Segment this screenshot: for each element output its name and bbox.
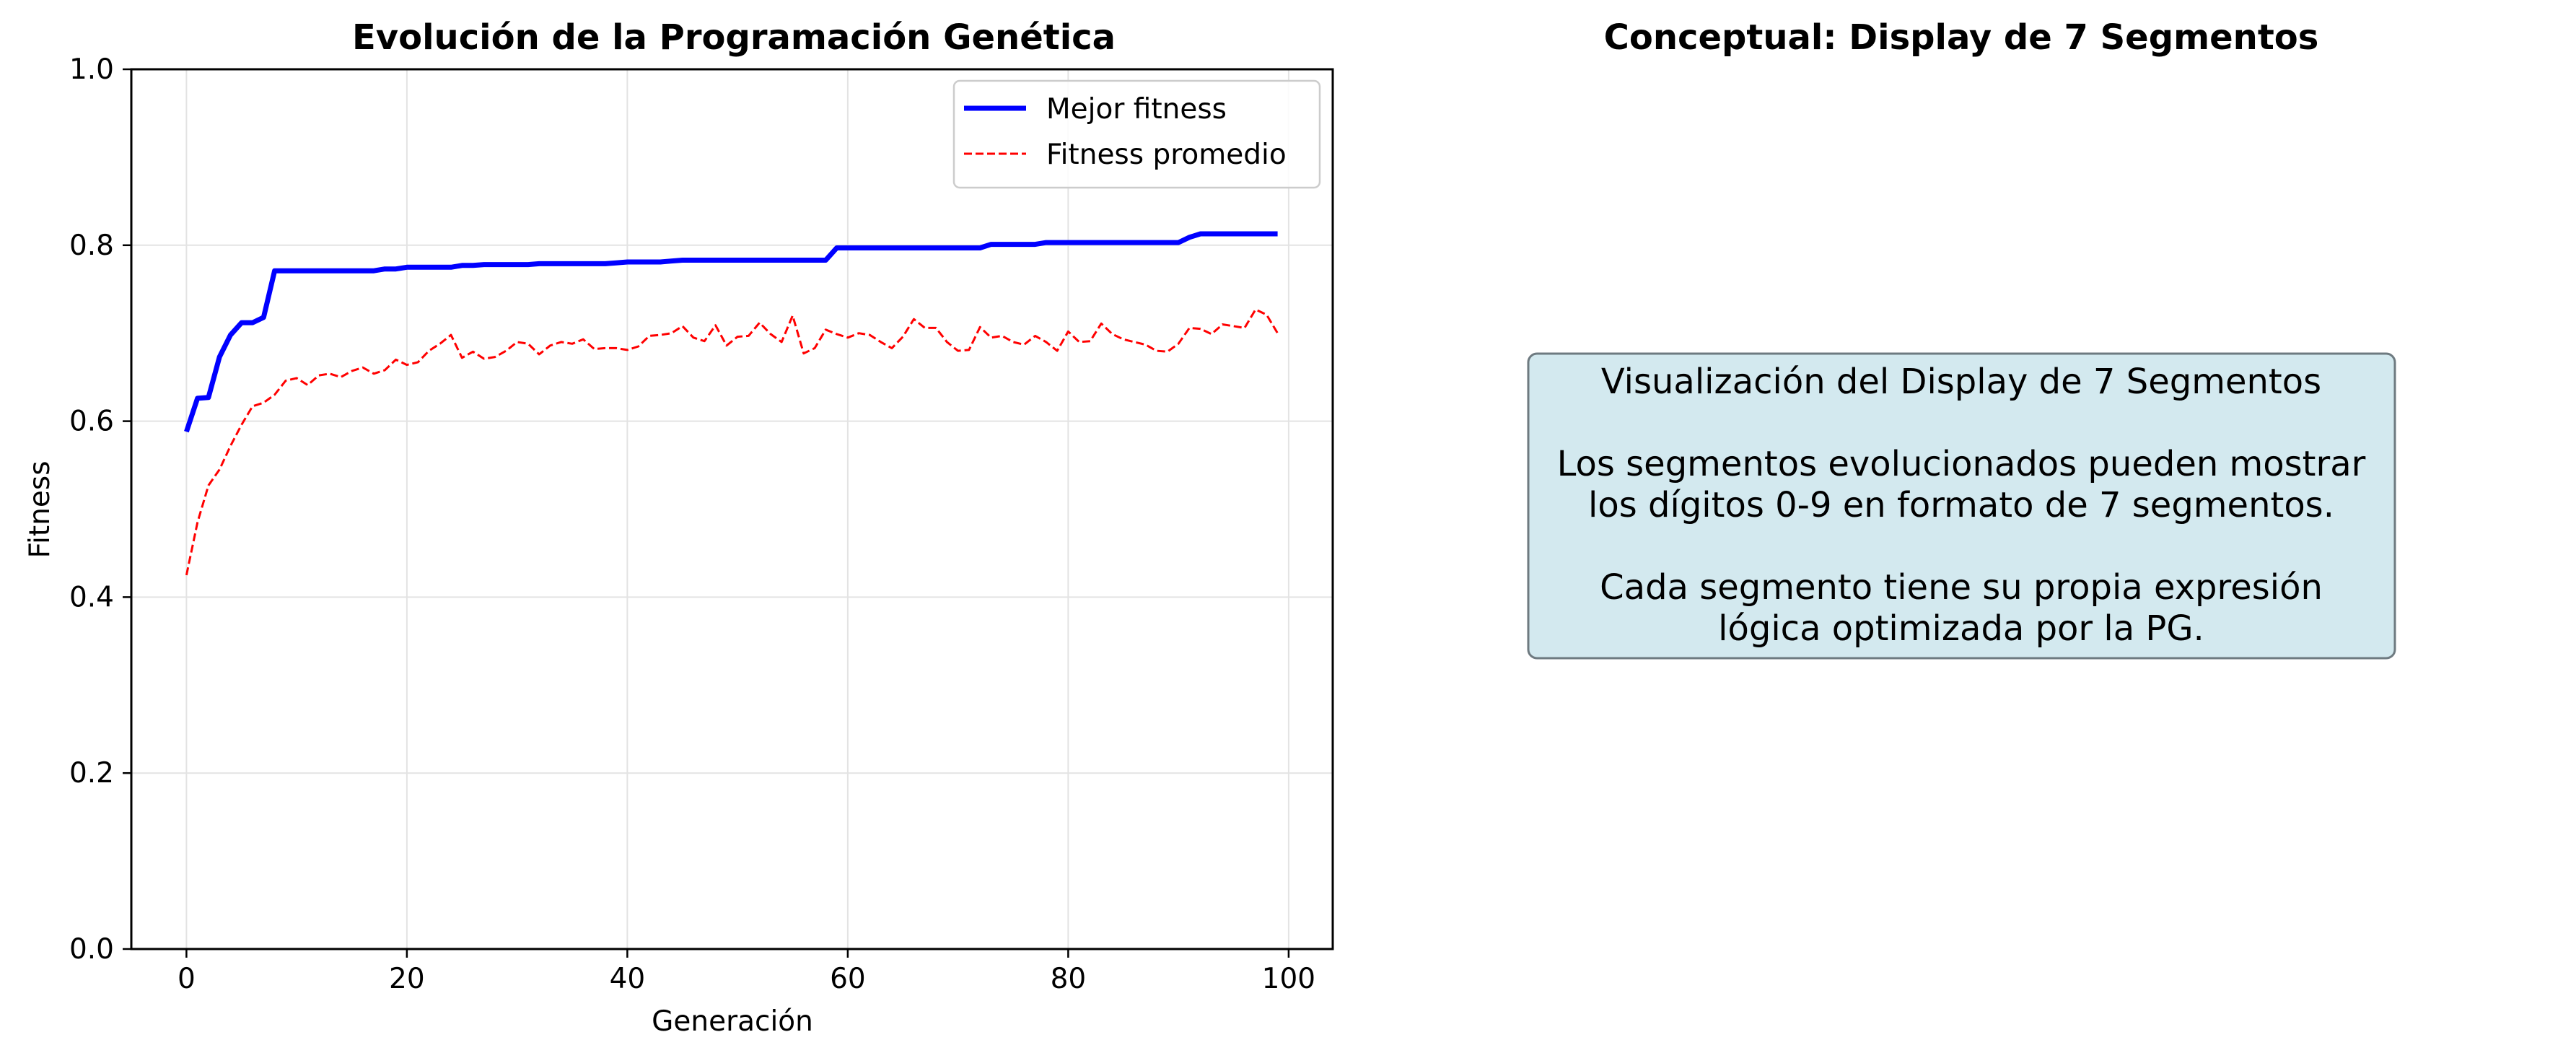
x-tick-label: 60 [830, 963, 866, 995]
seven-segment-panel: Conceptual: Display de 7 Segmentos Visua… [1527, 17, 2396, 660]
fitness-chart: Evolución de la Programación Genética 0 2… [24, 17, 1334, 1038]
y-tick-label: 0.4 [69, 581, 114, 613]
legend-label-mejor: Mejor fitness [1046, 93, 1227, 126]
axis-ticks: 0 20 40 60 80 100 0.0 0.2 0.4 0.6 0.8 1.0 [69, 53, 1315, 995]
y-tick-label: 0.6 [69, 406, 114, 438]
x-tick-label: 100 [1262, 963, 1315, 995]
grid [131, 69, 1333, 950]
x-tick-label: 40 [610, 963, 646, 995]
y-tick-label: 0.0 [69, 933, 114, 966]
x-tick-label: 80 [1051, 963, 1087, 995]
y-tick-label: 0.2 [69, 757, 114, 790]
legend-box [952, 79, 1321, 189]
x-tick-label: 20 [389, 963, 425, 995]
info-line-3: Los segmentos evolucionados pueden mostr… [1557, 444, 2366, 484]
x-axis-label: Generación [652, 1005, 813, 1038]
plot-lines [184, 231, 1279, 576]
plot-frame [130, 68, 1334, 950]
info-line-4: los dígitos 0-9 en formato de 7 segmento… [1588, 485, 2334, 525]
panel-title: Conceptual: Display de 7 Segmentos [1604, 17, 2319, 58]
info-line-6: Cada segmento tiene su propia expresión [1600, 567, 2323, 608]
y-tick-label: 0.8 [69, 229, 114, 262]
legend-label-promedio: Fitness promedio [1046, 139, 1287, 171]
info-line-7: lógica optimizada por la PG. [1718, 608, 2204, 649]
x-tick-label: 0 [178, 963, 196, 995]
chart-title: Evolución de la Programación Genética [352, 17, 1116, 58]
y-tick-label: 1.0 [69, 53, 114, 86]
info-line-1: Visualización del Display de 7 Segmentos [1601, 362, 2321, 402]
info-box [1527, 352, 2396, 660]
legend: Mejor fitness Fitness promedio [952, 79, 1321, 189]
y-axis-label: Fitness [24, 460, 56, 558]
series-line-fitness-promedio [185, 308, 1279, 576]
series-line-mejor-fitness [184, 231, 1278, 433]
